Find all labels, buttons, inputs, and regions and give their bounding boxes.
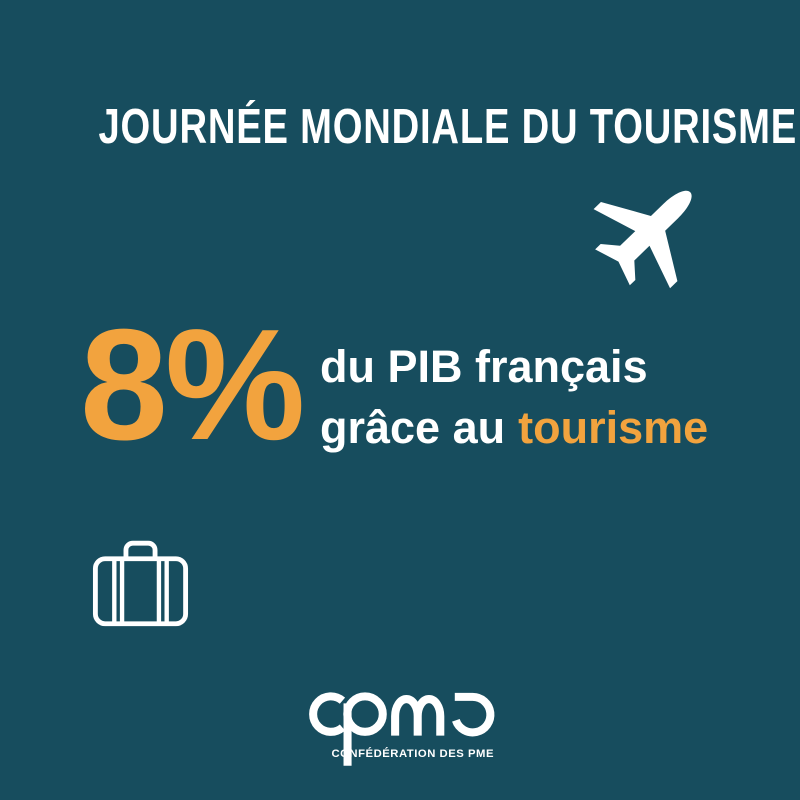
airplane-icon xyxy=(557,144,738,325)
stat-description-line1: du PIB français xyxy=(320,341,648,392)
suitcase-icon xyxy=(92,538,189,628)
stat-line2-prefix: grâce au xyxy=(320,402,506,453)
page-title-text: JOURNÉE MONDIALE DU TOURISME xyxy=(98,99,798,154)
stat-description-line2: grâce au tourisme xyxy=(320,397,708,458)
logo-letter-p-bowl xyxy=(342,692,387,736)
logo-tagline: CONFÉDÉRATION DES PME xyxy=(331,747,494,760)
stat-description: du PIB français grâce au tourisme xyxy=(320,336,708,458)
cpme-logo: cpme CONFÉDÉRATION DES PME xyxy=(0,684,800,770)
logo-letter-c xyxy=(308,692,345,736)
stat-value: 8% xyxy=(80,297,305,473)
logo-letter-e xyxy=(451,692,494,737)
page-title: JOURNÉE MONDIALE DU TOURISME xyxy=(0,99,800,155)
stat-line2-highlight: tourisme xyxy=(518,402,709,453)
logo-letter-m xyxy=(390,695,444,736)
